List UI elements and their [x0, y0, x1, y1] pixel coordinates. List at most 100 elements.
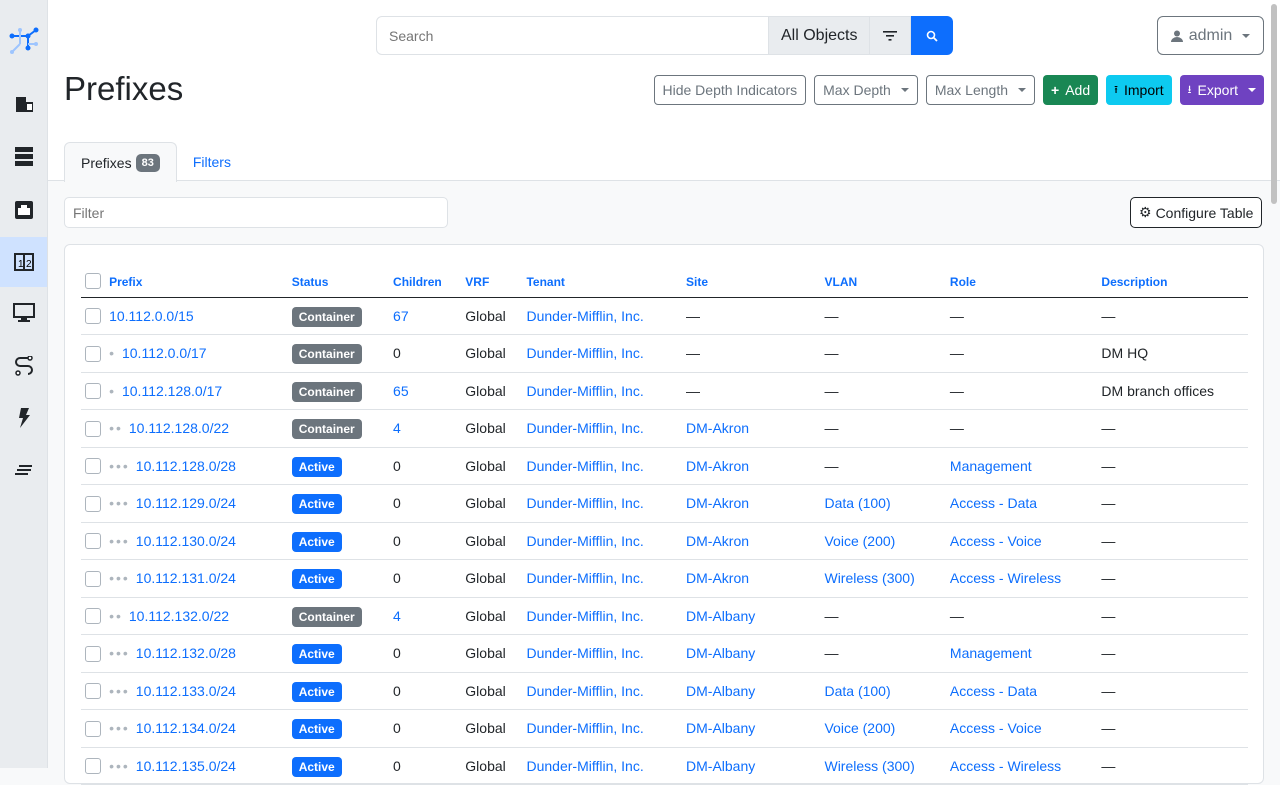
column-header-description[interactable]: Description	[1097, 263, 1248, 298]
role-link[interactable]: Access - Wireless	[949, 757, 1062, 774]
other-icon[interactable]	[0, 445, 47, 495]
site-link[interactable]: DM-Albany	[686, 682, 756, 699]
column-header-vrf[interactable]: VRF	[461, 263, 523, 298]
tenant-link[interactable]: Dunder-Mifflin, Inc.	[526, 570, 644, 587]
hide-depth-indicators-button[interactable]: Hide Depth Indicators	[653, 75, 807, 105]
row-checkbox[interactable]	[85, 345, 101, 362]
site-link[interactable]: DM-Akron	[686, 420, 750, 437]
search-scope-select[interactable]: All Objects	[769, 16, 871, 55]
column-header-vlan[interactable]: VLAN	[820, 263, 946, 298]
role-link[interactable]: Access - Wireless	[949, 570, 1062, 587]
prefix-link[interactable]: 10.112.128.0/28	[135, 457, 236, 474]
row-checkbox[interactable]	[85, 383, 101, 400]
scrollbar[interactable]	[1271, 4, 1277, 204]
prefix-link[interactable]: 10.112.129.0/24	[135, 495, 236, 512]
column-header-children[interactable]: Children	[389, 263, 462, 298]
prefix-link[interactable]: 10.112.135.0/24	[135, 757, 236, 774]
tenant-link[interactable]: Dunder-Mifflin, Inc.	[526, 532, 644, 549]
tenant-link[interactable]: Dunder-Mifflin, Inc.	[526, 345, 644, 362]
filter-input[interactable]	[64, 197, 448, 228]
row-checkbox[interactable]	[85, 308, 101, 325]
vlan-link[interactable]: Voice (200)	[824, 532, 896, 549]
vlan-link[interactable]: Wireless (300)	[824, 570, 915, 587]
prefix-link[interactable]: 10.112.128.0/22	[128, 420, 230, 437]
site-link[interactable]: DM-Albany	[686, 720, 756, 737]
vlan-link[interactable]: Wireless (300)	[824, 757, 915, 774]
column-header-prefix[interactable]: Prefix	[105, 263, 288, 298]
site-link[interactable]: DM-Akron	[686, 457, 750, 474]
vlan-link[interactable]: Data (100)	[824, 682, 891, 699]
vlan-link[interactable]: Voice (200)	[824, 720, 896, 737]
tenant-link[interactable]: Dunder-Mifflin, Inc.	[526, 457, 644, 474]
select-all-checkbox[interactable]	[85, 272, 101, 289]
tenant-link[interactable]: Dunder-Mifflin, Inc.	[526, 645, 644, 662]
prefix-link[interactable]: 10.112.0.0/17	[121, 345, 207, 362]
row-checkbox[interactable]	[85, 458, 101, 475]
row-checkbox[interactable]	[85, 758, 101, 775]
prefix-link[interactable]: 10.112.134.0/24	[135, 720, 236, 737]
row-checkbox[interactable]	[85, 645, 101, 662]
tenant-link[interactable]: Dunder-Mifflin, Inc.	[526, 757, 644, 774]
children-link[interactable]: 67	[393, 307, 409, 324]
prefix-link[interactable]: 10.112.133.0/24	[135, 682, 236, 699]
row-checkbox[interactable]	[85, 683, 101, 700]
prefix-link[interactable]: 10.112.131.0/24	[135, 570, 236, 587]
max-depth-dropdown[interactable]: Max Depth	[814, 75, 918, 105]
add-button[interactable]: + Add	[1043, 75, 1099, 105]
search-input[interactable]	[376, 16, 769, 55]
row-checkbox[interactable]	[85, 570, 101, 587]
column-header-tenant[interactable]: Tenant	[522, 263, 683, 298]
tenant-link[interactable]: Dunder-Mifflin, Inc.	[526, 720, 644, 737]
netbox-logo-icon[interactable]	[0, 15, 47, 65]
tab-filters[interactable]: Filters	[177, 142, 247, 181]
tenant-link[interactable]: Dunder-Mifflin, Inc.	[526, 382, 644, 399]
column-header-role[interactable]: Role	[945, 263, 1098, 298]
tenant-link[interactable]: Dunder-Mifflin, Inc.	[526, 607, 644, 624]
devices-icon[interactable]	[0, 132, 47, 182]
import-button[interactable]: ⭱ Import	[1106, 75, 1172, 105]
site-link[interactable]: DM-Akron	[686, 532, 750, 549]
user-menu-button[interactable]: admin	[1157, 16, 1264, 55]
role-link[interactable]: Access - Voice	[949, 532, 1042, 549]
row-checkbox[interactable]	[85, 720, 101, 737]
vlan-link[interactable]: Data (100)	[824, 495, 891, 512]
row-checkbox[interactable]	[85, 420, 101, 437]
site-link[interactable]: DM-Albany	[686, 607, 756, 624]
tenant-link[interactable]: Dunder-Mifflin, Inc.	[526, 420, 644, 437]
organization-icon[interactable]	[0, 79, 47, 129]
prefix-link[interactable]: 10.112.0.0/15	[109, 307, 194, 324]
children-link[interactable]: 4	[393, 607, 401, 624]
row-checkbox[interactable]	[85, 608, 101, 625]
export-dropdown[interactable]: ⭳ Export	[1179, 75, 1264, 105]
prefix-link[interactable]: 10.112.132.0/28	[135, 645, 236, 662]
filter-lines-icon[interactable]	[870, 16, 912, 55]
column-header-status[interactable]: Status	[287, 263, 390, 298]
role-link[interactable]: Management	[949, 645, 1032, 662]
virtualization-icon[interactable]	[0, 288, 47, 338]
max-length-dropdown[interactable]: Max Length	[925, 75, 1036, 105]
role-link[interactable]: Access - Data	[949, 495, 1038, 512]
children-link[interactable]: 65	[393, 382, 409, 399]
prefix-link[interactable]: 10.112.132.0/22	[128, 607, 230, 624]
site-link[interactable]: DM-Akron	[686, 570, 750, 587]
site-link[interactable]: DM-Albany	[686, 757, 756, 774]
circuits-icon[interactable]	[0, 341, 47, 391]
tenant-link[interactable]: Dunder-Mifflin, Inc.	[526, 307, 644, 324]
role-link[interactable]: Access - Voice	[949, 720, 1042, 737]
connections-icon[interactable]	[0, 185, 47, 235]
role-link[interactable]: Management	[949, 457, 1032, 474]
power-icon[interactable]	[0, 393, 47, 443]
tenant-link[interactable]: Dunder-Mifflin, Inc.	[526, 495, 644, 512]
prefix-link[interactable]: 10.112.130.0/24	[135, 532, 236, 549]
tenant-link[interactable]: Dunder-Mifflin, Inc.	[526, 682, 644, 699]
configure-table-button[interactable]: ⚙ Configure Table	[1130, 197, 1263, 228]
role-link[interactable]: Access - Data	[949, 682, 1038, 699]
tab-prefixes[interactable]: Prefixes 83	[64, 142, 177, 182]
children-link[interactable]: 4	[393, 420, 401, 437]
column-header-site[interactable]: Site	[682, 263, 821, 298]
row-checkbox[interactable]	[85, 495, 101, 512]
site-link[interactable]: DM-Akron	[686, 495, 750, 512]
prefix-link[interactable]: 10.112.128.0/17	[121, 382, 223, 399]
site-link[interactable]: DM-Albany	[686, 645, 756, 662]
